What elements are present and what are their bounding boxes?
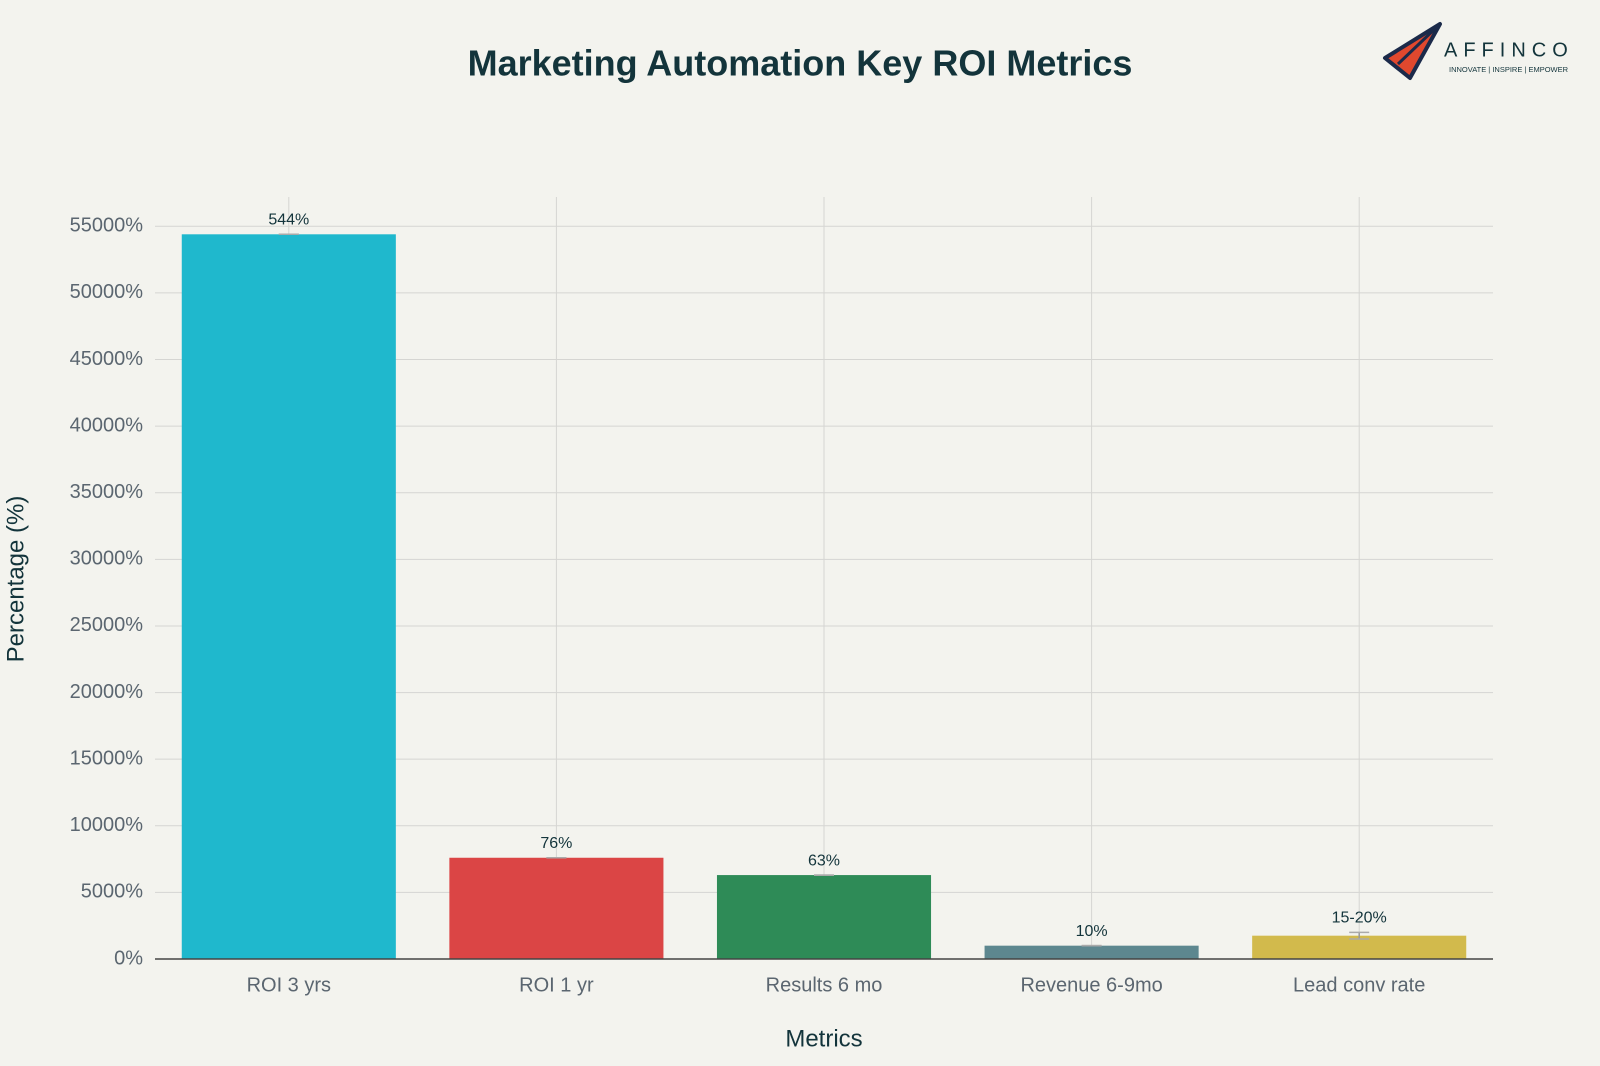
x-tick-label: Revenue 6-9mo	[1020, 974, 1162, 996]
data-label: 76%	[540, 835, 572, 852]
x-tick-label: Results 6 mo	[766, 974, 883, 996]
bar	[1252, 935, 1467, 959]
y-tick-label: 55000%	[70, 215, 144, 237]
logo: AFFINCO INNOVATE | INSPIRE | EMPOWER	[1383, 22, 1574, 80]
bar	[716, 875, 932, 959]
bar	[449, 857, 664, 959]
y-tick-label: 0%	[114, 947, 143, 969]
bar	[984, 945, 1199, 959]
logo-name: AFFINCO	[1444, 39, 1574, 61]
y-tick-label: 5000%	[81, 881, 143, 903]
y-tick-label: 20000%	[70, 681, 144, 703]
x-tick-label: Lead conv rate	[1293, 974, 1425, 996]
data-label: 10%	[1076, 923, 1108, 940]
y-tick-label: 30000%	[70, 548, 144, 570]
y-tick-label: 15000%	[70, 747, 144, 769]
x-axis-title: Metrics	[785, 1025, 862, 1052]
data-label: 544%	[268, 212, 309, 229]
y-axis-title: Percentage (%)	[2, 496, 29, 663]
y-tick-label: 25000%	[70, 614, 144, 636]
chart-title: Marketing Automation Key ROI Metrics	[468, 43, 1133, 84]
y-tick-label: 10000%	[70, 814, 144, 836]
y-tick-label: 40000%	[70, 414, 144, 436]
y-tick-label: 50000%	[70, 281, 144, 303]
y-tick-label: 45000%	[70, 348, 144, 370]
x-tick-label: ROI 3 yrs	[247, 974, 331, 996]
x-tick-label: ROI 1 yr	[519, 974, 594, 996]
y-tick-label: 35000%	[70, 481, 144, 503]
bar	[181, 234, 396, 959]
logo-icon-fold	[1396, 22, 1442, 66]
data-label: 63%	[808, 852, 840, 869]
logo-tagline: INNOVATE | INSPIRE | EMPOWER	[1449, 65, 1569, 74]
data-label: 15-20%	[1332, 910, 1387, 927]
